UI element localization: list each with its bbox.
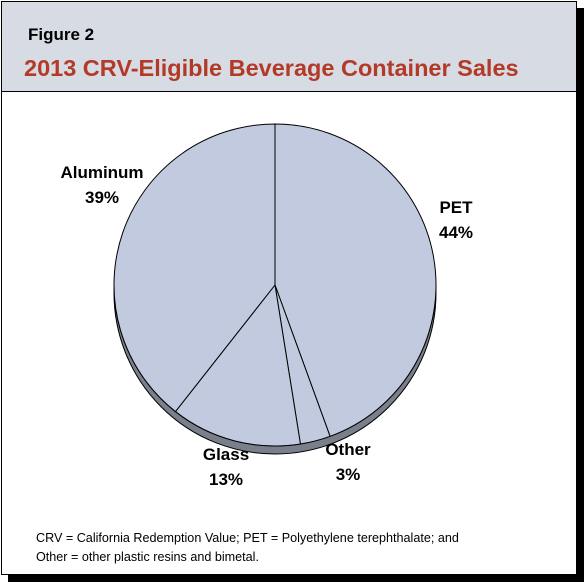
chart-title: 2013 CRV-Eligible Beverage Container Sal…: [24, 55, 519, 81]
slice-label-aluminum: Aluminum: [60, 163, 143, 182]
slice-value-aluminum: 39%: [85, 188, 119, 207]
pie-slice-pet: [274, 123, 437, 437]
footnote: CRV = California Redemption Value; PET =…: [36, 529, 566, 567]
slice-label-glass: Glass: [203, 445, 249, 464]
footnote-line-1: CRV = California Redemption Value; PET =…: [36, 531, 459, 545]
slice-label-other: Other: [325, 440, 371, 459]
slice-value-pet: 44%: [439, 223, 473, 242]
slice-label-pet: PET: [439, 198, 473, 217]
slice-value-other: 3%: [336, 465, 361, 484]
pie-slices: [113, 123, 437, 447]
pie-labels: PET 44% Other 3% Glass 13% Aluminum 39%: [60, 163, 473, 489]
pie-slice-aluminum: [113, 123, 276, 413]
figure-frame: Figure 2 2013 CRV-Eligible Beverage Cont…: [1, 1, 577, 575]
footnote-line-2: Other = other plastic resins and bimetal…: [36, 550, 259, 564]
figure-header: Figure 2 2013 CRV-Eligible Beverage Cont…: [2, 2, 576, 92]
slice-value-glass: 13%: [209, 470, 243, 489]
pie-slice-glass: [174, 283, 302, 447]
figure-label: Figure 2: [28, 25, 95, 44]
